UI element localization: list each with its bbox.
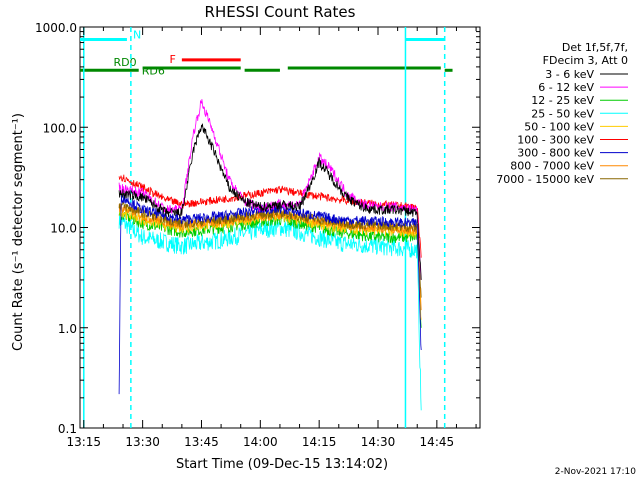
x-tick-label: 14:30: [361, 435, 396, 449]
x-axis: 13:15 13:30 13:45 14:00 14:15 14:30 14:45: [66, 27, 477, 449]
flag-bar-label: N: [133, 29, 141, 42]
x-axis-label: Start Time (09-Dec-15 13:14:02): [176, 457, 388, 472]
legend-entry-label: 25 - 50 keV: [531, 107, 594, 120]
series-line-25-50keV: [118, 212, 422, 411]
instrument-flag-bars: N F RD0 RD6: [80, 29, 453, 77]
legend-entry-label: 12 - 25 keV: [531, 94, 594, 107]
legend: Det 1f,5f,7f, FDecim 3, Att 0 3 - 6 keV6…: [496, 41, 628, 186]
legend-entry-label: 6 - 12 keV: [538, 81, 594, 94]
legend-entry-label: 100 - 300 keV: [517, 134, 594, 147]
series-lines: [118, 99, 422, 411]
legend-header-line-1: Det 1f,5f,7f,: [562, 41, 628, 54]
legend-header-line-2: FDecim 3, Att 0: [543, 54, 628, 67]
x-tick-label: 14:15: [302, 435, 337, 449]
legend-entry-label: 800 - 7000 keV: [510, 160, 594, 173]
legend-entry-label: 7000 - 15000 keV: [496, 173, 594, 186]
x-tick-label: 13:45: [184, 435, 219, 449]
series-line-300-800keV: [118, 193, 422, 395]
chart-title: RHESSI Count Rates: [205, 3, 356, 21]
y-tick-label: 0.1: [58, 422, 77, 436]
y-tick-label: 1.0: [58, 322, 77, 336]
x-tick-label: 14:00: [243, 435, 278, 449]
x-tick-label: 14:45: [420, 435, 455, 449]
y-tick-label: 1000.0: [35, 21, 77, 35]
y-tick-label: 100.0: [43, 121, 77, 135]
legend-entry-label: 50 - 100 keV: [524, 120, 594, 133]
flag-bar-label: RD0: [114, 56, 137, 69]
x-tick-label: 13:30: [125, 435, 160, 449]
flag-bar-label: F: [170, 53, 176, 66]
series-line-7000-15000keV: [118, 201, 422, 298]
series-line-3-6keV: [118, 123, 422, 280]
x-tick-label: 13:15: [66, 435, 101, 449]
y-axis-label: Count Rate (s⁻¹ detector segment⁻¹): [11, 113, 26, 351]
flag-bar-label: RD6: [142, 64, 165, 77]
footer-date: 2-Nov-2021 17:10: [555, 467, 637, 477]
legend-entry-label: 3 - 6 keV: [545, 68, 594, 81]
legend-entry-label: 300 - 800 keV: [517, 147, 594, 160]
y-tick-label: 10.0: [50, 222, 77, 236]
